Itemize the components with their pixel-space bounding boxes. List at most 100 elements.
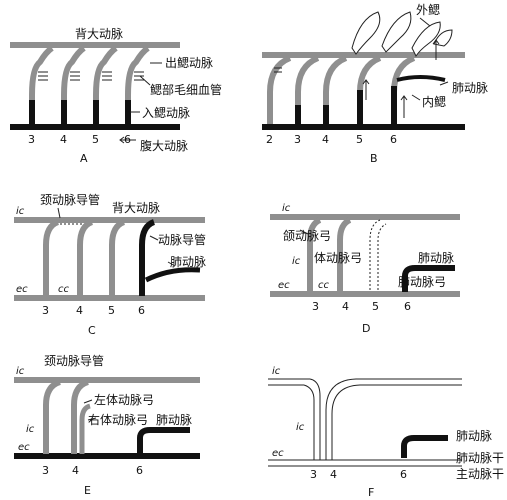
label-pulmonary-artery: 肺动脉 bbox=[456, 428, 492, 443]
panel-e: 颈动脉导管 左体动脉弓 右体动脉弓 肺动脉 ic ic ec 3 4 6 E bbox=[14, 353, 200, 497]
arch-2 bbox=[267, 55, 292, 124]
panel-a: 背大动脉 出鳃动脉 鳃部毛细血管 入鳃动脉 腹大动脉 3 4 5 6 A bbox=[10, 26, 222, 165]
arch-3 bbox=[43, 379, 62, 454]
panel-b: 外鳃 肺动脉 内鳃 2 3 4 5 6 B bbox=[262, 3, 488, 165]
arch-number: 4 bbox=[72, 464, 79, 477]
panel-caption: C bbox=[88, 324, 96, 337]
flow-arrow-icon bbox=[119, 136, 136, 144]
arch-5 bbox=[109, 219, 126, 296]
arch-number: 3 bbox=[294, 133, 301, 146]
arch-4 bbox=[77, 219, 94, 296]
label-cc: cc bbox=[318, 280, 329, 291]
label-ic-top: ic bbox=[16, 366, 25, 377]
external-gill-shape bbox=[351, 11, 381, 55]
arch-number: 3 bbox=[28, 133, 35, 146]
arch-number: 4 bbox=[322, 133, 329, 146]
leader-line bbox=[167, 261, 176, 267]
arch-number: 2 bbox=[266, 133, 273, 146]
arch-number: 3 bbox=[42, 464, 49, 477]
arch-4 bbox=[337, 217, 352, 292]
arch-4 bbox=[71, 379, 90, 454]
label-afferent-branchial: 入鳃动脉 bbox=[142, 105, 190, 120]
leader-line bbox=[299, 229, 309, 235]
label-ic-top: ic bbox=[282, 203, 291, 214]
label-carotid-duct: 颈动脉导管 bbox=[44, 353, 104, 368]
label-dorsal-aorta: 背大动脉 bbox=[75, 26, 123, 41]
leader-line bbox=[57, 207, 61, 219]
label-left-systemic-arch: 左体动脉弓 bbox=[94, 392, 154, 407]
arch-3 bbox=[295, 55, 320, 124]
degenerate-arch-outline bbox=[377, 223, 387, 290]
arch-number: 4 bbox=[60, 133, 67, 146]
label-pulmonary-artery: 肺动脉 bbox=[170, 254, 206, 269]
arch-number: 3 bbox=[312, 300, 319, 313]
pulmonary-trunk-vessel bbox=[401, 435, 448, 458]
leader-line bbox=[87, 417, 97, 421]
pulmonary-arch-vessel bbox=[137, 427, 190, 454]
leader-line bbox=[439, 81, 449, 86]
arch-3 bbox=[43, 219, 60, 296]
flow-arrow-icon bbox=[362, 79, 370, 100]
label-ventral-aorta: 腹大动脉 bbox=[140, 138, 188, 153]
label-ec: ec bbox=[16, 284, 28, 295]
label-pulmonary-trunk: 肺动脉干 bbox=[456, 450, 504, 465]
external-gill-shape bbox=[381, 11, 412, 53]
leader-line bbox=[149, 235, 159, 241]
external-gill-shape bbox=[411, 21, 441, 57]
arch-number: 5 bbox=[372, 300, 379, 313]
arch-number: 4 bbox=[342, 300, 349, 313]
label-systemic-arch: 体动脉弓 bbox=[314, 250, 362, 265]
label-pulmonary-arch: 肺动脉弓 bbox=[398, 274, 446, 289]
label-pulmonary-artery: 肺动脉 bbox=[418, 250, 454, 265]
label-cc: cc bbox=[58, 284, 69, 295]
arch-3 bbox=[307, 217, 322, 292]
label-right-systemic-arch: 右体动脉弓 bbox=[88, 412, 148, 427]
arch-5 bbox=[357, 55, 382, 124]
pulmonary-arch-vessel bbox=[402, 265, 455, 292]
label-carotid-duct: 颈动脉导管 bbox=[40, 192, 100, 207]
arch-number: 3 bbox=[310, 468, 317, 481]
arch-number: 6 bbox=[136, 464, 143, 477]
flow-arrow-icon bbox=[432, 39, 440, 60]
external-gill-shape bbox=[433, 29, 453, 47]
leader-line bbox=[139, 75, 151, 86]
label-ductus-arteriosus: 动脉导管 bbox=[158, 232, 206, 247]
panel-d: 颌动脉弓 体动脉弓 肺动脉 肺动脉弓 ic ic ec cc 3 4 5 6 D bbox=[270, 203, 460, 335]
arch-number: 6 bbox=[124, 133, 131, 146]
leader-line bbox=[419, 17, 431, 27]
leader-line bbox=[83, 399, 93, 404]
label-internal-gill: 内鳃 bbox=[422, 95, 446, 109]
panel-c: 颈动脉导管 背大动脉 动脉导管 肺动脉 ic ec cc 3 4 5 6 C bbox=[14, 192, 206, 337]
arch-number: 6 bbox=[390, 133, 397, 146]
arch-4 bbox=[323, 55, 348, 124]
label-aortic-trunk: 主动脉干 bbox=[456, 466, 504, 481]
arch-number: 6 bbox=[138, 304, 145, 317]
panel-caption: F bbox=[368, 486, 374, 499]
panel-caption: D bbox=[362, 322, 370, 335]
label-ic: ic bbox=[292, 256, 301, 267]
degenerate-arch-outline bbox=[369, 219, 381, 290]
pulmonary-artery-vessel bbox=[396, 75, 446, 82]
label-ic: ic bbox=[296, 422, 305, 433]
label-ic-top: ic bbox=[272, 366, 281, 377]
panel-caption: B bbox=[370, 152, 378, 165]
panel-f: 肺动脉 肺动脉干 主动脉干 ic ic ec 3 4 6 F bbox=[268, 366, 504, 499]
label-ec: ec bbox=[18, 442, 30, 453]
arch-number: 5 bbox=[356, 133, 363, 146]
arch-3 bbox=[29, 45, 54, 124]
arch-number: 6 bbox=[404, 300, 411, 313]
aortic-outline bbox=[268, 378, 462, 467]
arch-number: 5 bbox=[92, 133, 99, 146]
arch-number: 4 bbox=[76, 304, 83, 317]
label-pulmonary-artery: 肺动脉 bbox=[156, 412, 192, 427]
arch-6 bbox=[391, 55, 416, 124]
label-carotid-arch: 颌动脉弓 bbox=[283, 228, 331, 243]
arch-4 bbox=[61, 45, 86, 124]
arch-number: 4 bbox=[330, 468, 337, 481]
label-ec: ec bbox=[278, 280, 290, 291]
pulmonary-artery-vessel bbox=[144, 267, 201, 283]
arch-6 bbox=[139, 219, 156, 296]
arch-6 bbox=[125, 45, 150, 124]
panel-caption: E bbox=[84, 484, 91, 497]
